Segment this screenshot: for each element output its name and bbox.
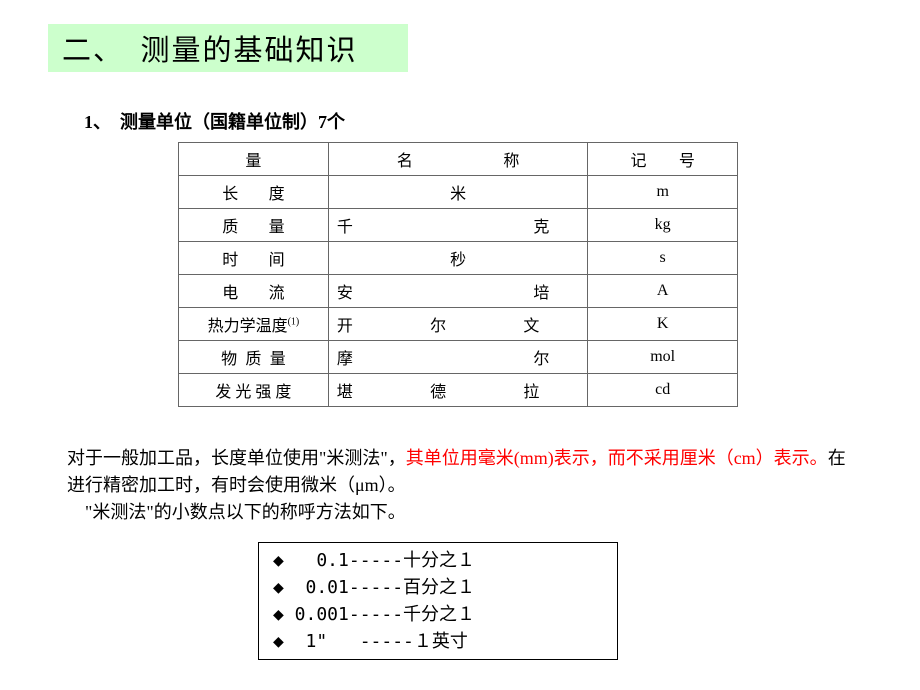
cell-quantity: 物质量 [179,341,329,374]
subtitle: 1、 测量单位（国籍单位制）7个 [84,108,345,134]
table-row: 长度 米 m [179,176,738,209]
cell-symbol: kg [588,209,738,242]
cell-quantity: 长度 [179,176,329,209]
fraction-line: ◆ 1" -----１英寸 [269,628,607,655]
table-row: 质量 千克 kg [179,209,738,242]
fraction-line: ◆ 0.1-----十分之１ [269,547,607,574]
cell-quantity: 热力学温度(1) [179,308,329,341]
slide-title: 二、 测量的基础知识 [62,27,358,69]
cell-name: 摩尔 [328,341,587,374]
cell-symbol: mol [588,341,738,374]
para-text-1: 对于一般加工品，长度单位使用"米测法"， [67,448,406,468]
table-row: 热力学温度(1) 开尔文 K [179,308,738,341]
cell-quantity: 发 光 强 度 [179,374,329,407]
para-text-2: "米测法"的小数点以下的称呼方法如下。 [67,502,406,522]
cell-quantity: 电流 [179,275,329,308]
cell-symbol: A [588,275,738,308]
table-header-row: 量 名 称 记 号 [179,143,738,176]
fraction-line: ◆ 0.001-----千分之１ [269,601,607,628]
units-table: 量 名 称 记 号 长度 米 m 质量 千克 kg [178,142,738,407]
table-row: 时间 秒 s [179,242,738,275]
cell-name: 安培 [328,275,587,308]
cell-symbol: cd [588,374,738,407]
fraction-line: ◆ 0.01-----百分之１ [269,574,607,601]
cell-name: 秒 [328,242,587,275]
cell-symbol: s [588,242,738,275]
fractions-box: ◆ 0.1-----十分之１ ◆ 0.01-----百分之１ ◆ 0.001--… [258,542,618,660]
cell-name: 开尔文 [328,308,587,341]
slide-title-box: 二、 测量的基础知识 [48,24,408,72]
cell-name: 米 [328,176,587,209]
header-quantity: 量 [179,143,329,176]
table-row: 电流 安培 A [179,275,738,308]
header-symbol: 记 号 [588,143,738,176]
cell-quantity: 时间 [179,242,329,275]
cell-quantity: 质量 [179,209,329,242]
para-text-red: 其单位用毫米(mm)表示，而不采用厘米（cm）表示。 [406,448,828,468]
cell-symbol: K [588,308,738,341]
table-row: 物质量 摩尔 mol [179,341,738,374]
cell-symbol: m [588,176,738,209]
table-row: 发 光 强 度 堪德拉 cd [179,374,738,407]
cell-name: 千克 [328,209,587,242]
header-name: 名 称 [328,143,587,176]
description-paragraph: 对于一般加工品，长度单位使用"米测法"，其单位用毫米(mm)表示，而不采用厘米（… [67,445,857,526]
cell-name: 堪德拉 [328,374,587,407]
